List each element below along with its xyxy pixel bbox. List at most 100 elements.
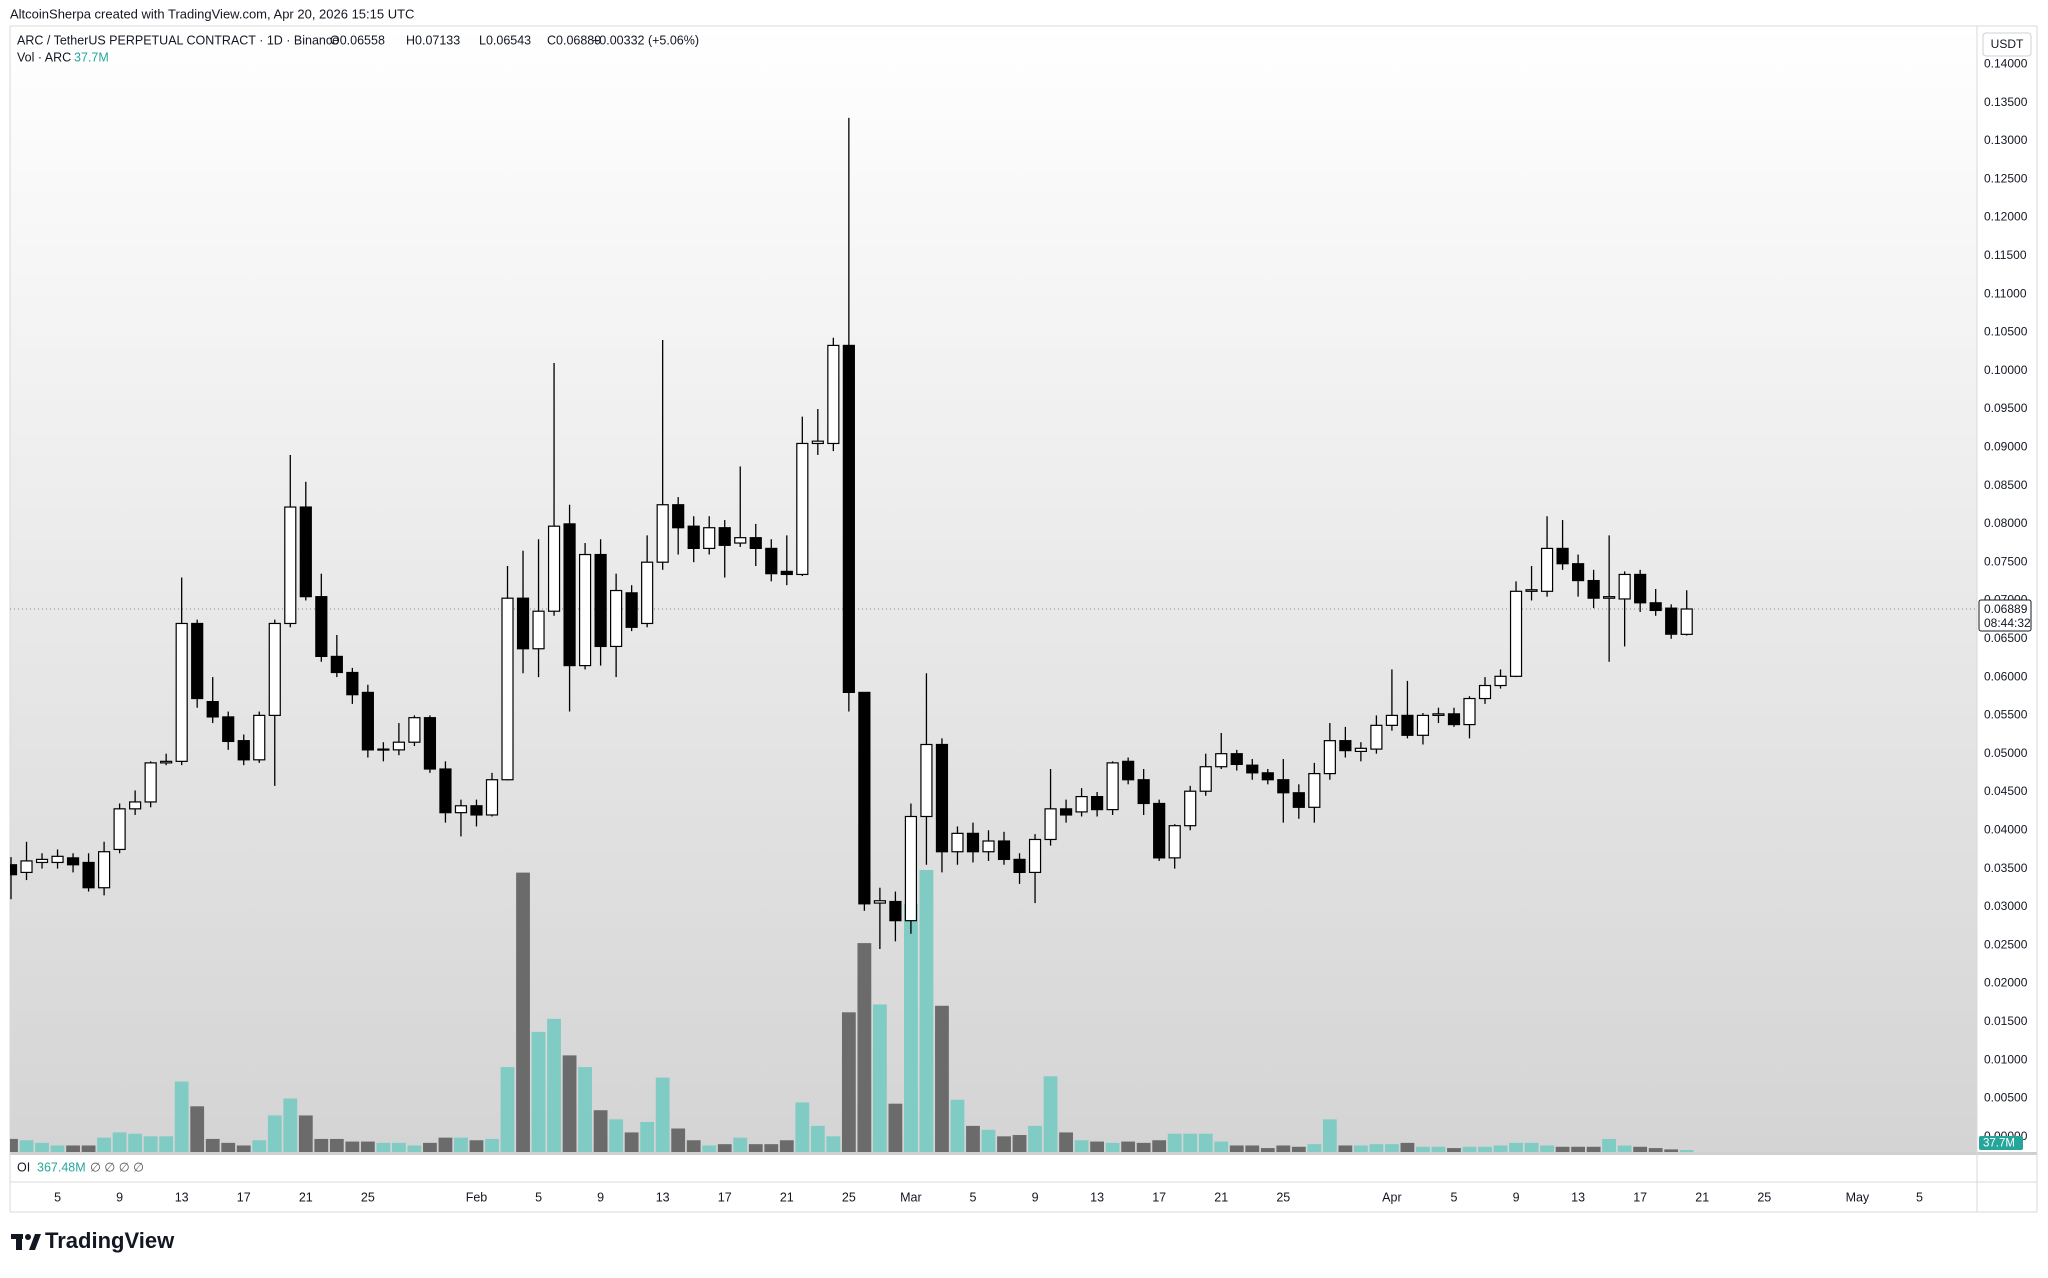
candle-body xyxy=(1478,684,1492,700)
candle-body xyxy=(10,864,18,876)
volume-bar xyxy=(1291,1146,1306,1152)
volume-bar xyxy=(702,1145,717,1152)
volume-bar xyxy=(1090,1141,1105,1152)
volume-layer xyxy=(10,870,1694,1152)
volume-legend-value: 37.7M xyxy=(74,50,109,64)
candle-body xyxy=(439,768,452,814)
x-tick-label: 5 xyxy=(1450,1190,1457,1204)
candle-body xyxy=(470,805,483,816)
volume-bar xyxy=(205,1138,220,1152)
volume-bar xyxy=(159,1136,174,1152)
candle-body xyxy=(1044,808,1057,841)
volume-bar xyxy=(733,1137,748,1152)
volume-bar xyxy=(1509,1142,1523,1152)
volume-bar xyxy=(547,1018,561,1152)
y-tick-label: 0.10000 xyxy=(1984,363,2028,377)
volume-bar xyxy=(950,1099,965,1152)
y-tick-label: 0.02000 xyxy=(1984,976,2028,990)
volume-bar xyxy=(795,1102,810,1152)
candle-body xyxy=(1525,589,1538,592)
x-tick-label: 25 xyxy=(361,1190,375,1204)
volume-bar xyxy=(748,1144,763,1152)
x-tick-label: 21 xyxy=(780,1190,794,1204)
volume-bar xyxy=(1198,1133,1213,1152)
y-tick-label: 0.09000 xyxy=(1984,439,2028,453)
candle-body xyxy=(827,344,840,445)
candle-body xyxy=(1649,602,1662,612)
price-tag xyxy=(1978,599,2032,632)
volume-bar xyxy=(1012,1135,1027,1152)
candle-body xyxy=(734,537,747,544)
volume-bar xyxy=(1555,1146,1570,1152)
volume-bar xyxy=(640,1121,655,1152)
candle-body xyxy=(1556,547,1569,565)
candle-body xyxy=(687,525,700,550)
volume-bar xyxy=(841,1012,856,1152)
x-tick-label: 9 xyxy=(1513,1190,1520,1204)
x-tick-label: May xyxy=(1846,1190,1870,1204)
candle-body xyxy=(594,553,607,648)
volume-bar xyxy=(438,1137,453,1152)
candle-body xyxy=(1432,713,1445,716)
candle-body xyxy=(1106,762,1119,811)
x-tick-label: 13 xyxy=(1571,1190,1585,1204)
volume-bar xyxy=(283,1098,298,1152)
volume-bar xyxy=(1307,1144,1322,1152)
x-tick-label: 17 xyxy=(1633,1190,1647,1204)
candle-body xyxy=(1354,747,1367,752)
y-tick-label: 0.07500 xyxy=(1984,554,2028,568)
volume-bar xyxy=(609,1119,624,1152)
x-tick-label: 25 xyxy=(842,1190,856,1204)
y-tick-label: 0.10500 xyxy=(1984,325,2028,339)
volume-bar xyxy=(997,1136,1011,1152)
y-tick-label: 0.03000 xyxy=(1984,899,2028,913)
volume-bar xyxy=(919,870,934,1152)
volume-bar xyxy=(1400,1142,1415,1152)
candle-body xyxy=(222,716,235,743)
volume-bar xyxy=(97,1137,111,1152)
x-tick-label: 5 xyxy=(54,1190,61,1204)
candle-layer xyxy=(10,117,1977,950)
volume-bar xyxy=(935,1005,949,1152)
x-tick-label: 17 xyxy=(718,1190,732,1204)
candle-body xyxy=(1540,547,1554,592)
volume-bar xyxy=(128,1133,143,1152)
volume-bar xyxy=(1602,1138,1617,1152)
candle-body xyxy=(237,740,250,761)
candle-body xyxy=(423,717,437,770)
chart-pane xyxy=(10,26,1977,1152)
volume-bar xyxy=(826,1136,841,1152)
volume-bar xyxy=(1074,1140,1089,1152)
candle-body xyxy=(1199,766,1212,792)
volume-bar xyxy=(1431,1146,1446,1152)
candle-body xyxy=(563,523,576,667)
candle-body xyxy=(641,561,654,625)
y-tick-label: 0.06000 xyxy=(1984,669,2028,683)
candle-body xyxy=(253,714,266,761)
volume-bar xyxy=(221,1142,236,1152)
volume-bar xyxy=(888,1103,903,1152)
volume-bar xyxy=(1493,1145,1508,1152)
candle-body xyxy=(1246,764,1259,774)
candle-body xyxy=(625,592,638,628)
volume-bar xyxy=(764,1144,779,1152)
oi-value: 367.48M xyxy=(37,1160,86,1174)
price-tag-label: 0.06889 xyxy=(1984,602,2028,616)
brand: TradingView xyxy=(45,1228,175,1253)
y-tick-label: 0.12000 xyxy=(1984,210,2028,224)
candle-body xyxy=(206,700,219,718)
candle-body xyxy=(97,851,111,889)
volume-bar xyxy=(329,1138,344,1152)
candle-body xyxy=(920,743,933,818)
candle-body xyxy=(966,832,980,853)
volume-bar xyxy=(1478,1146,1492,1152)
volume-bar xyxy=(1322,1119,1337,1152)
volume-bar xyxy=(1136,1142,1151,1152)
volume-bar xyxy=(19,1140,34,1152)
volume-bar xyxy=(454,1137,468,1152)
volume-bar xyxy=(1353,1145,1368,1152)
y-tick-label: 0.06500 xyxy=(1984,631,2028,645)
candle-body xyxy=(1122,760,1135,781)
candle-body xyxy=(1323,740,1336,775)
